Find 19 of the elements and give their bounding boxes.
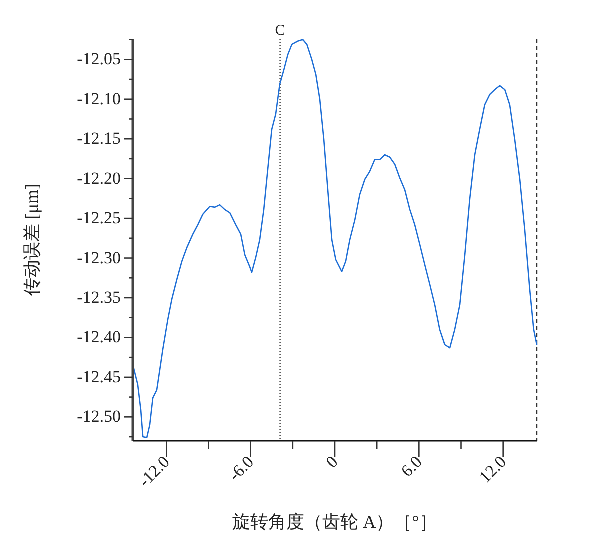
y-tick-label: -12.30 [77,248,121,268]
y-tick-label: -12.10 [77,89,121,108]
y-axis-title: 传动误差 [μm] [22,184,42,296]
x-tick-label: -12.0 [135,452,174,491]
y-tick-label: -12.25 [77,208,121,228]
ref-line-label: C [275,23,286,39]
x-tick-label: 12.0 [476,452,510,487]
y-tick-label: -12.35 [77,288,121,307]
y-tick-label: -12.05 [77,50,121,69]
x-tick-label: 0 [322,452,342,472]
x-tick-label: 6.0 [398,452,426,481]
x-axis-title: 旋转角度（齿轮 A）［°］ [232,512,438,532]
y-tick-label: -12.50 [77,407,121,426]
x-tick-label: -6.0 [225,452,258,485]
y-tick-label: -12.45 [77,367,121,386]
y-tick-label: -12.40 [77,328,121,347]
y-tick-label: -12.15 [77,129,121,148]
line-series [132,39,538,438]
y-tick-label: -12.20 [77,168,121,188]
